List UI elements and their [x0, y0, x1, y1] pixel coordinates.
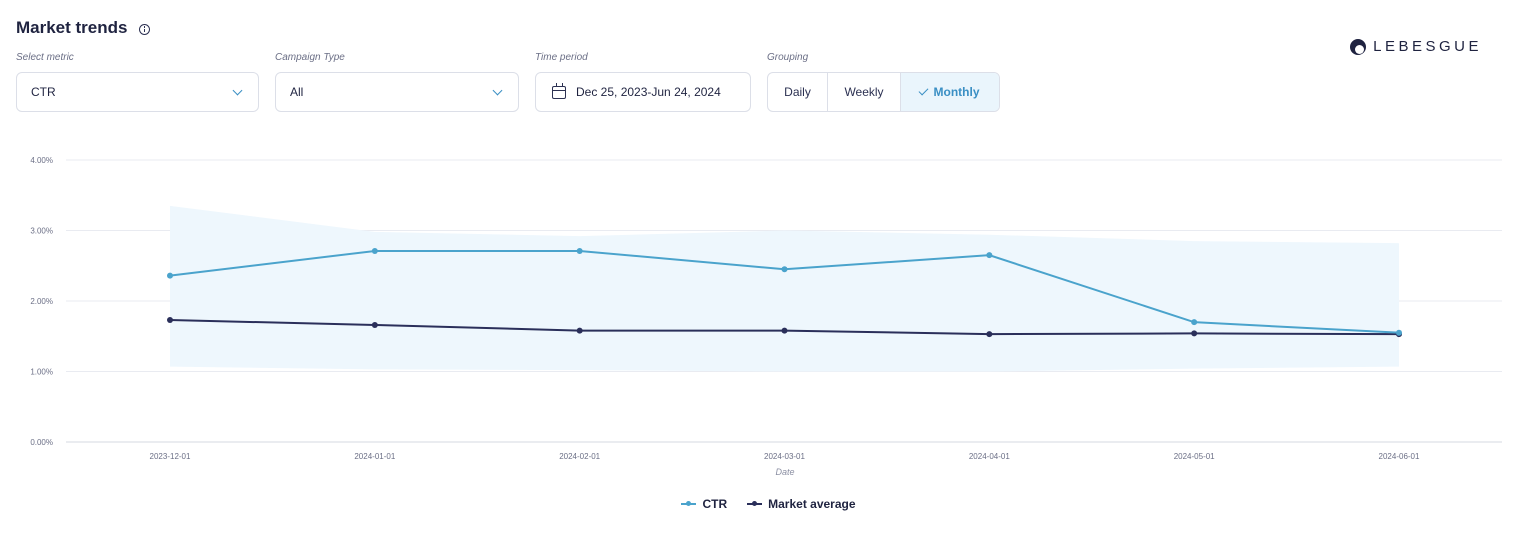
ctr-point[interactable]	[167, 272, 173, 279]
ctr-legend-marker	[681, 500, 697, 506]
y-tick-label: 1.00%	[30, 368, 53, 377]
campaign-value: All	[290, 85, 304, 99]
campaign-filter: Campaign Type All	[275, 52, 519, 112]
metric-select[interactable]: CTR	[16, 72, 259, 112]
x-axis-title: Date	[775, 467, 794, 477]
grouping-daily-button[interactable]: Daily	[768, 73, 828, 111]
ctr-point[interactable]	[576, 247, 583, 254]
ctr-point[interactable]	[781, 266, 788, 273]
page-title: Market trends	[16, 18, 128, 37]
metric-filter: Select metric CTR	[16, 52, 259, 112]
daily-label: Daily	[784, 85, 811, 99]
grouping-toggle: Daily Weekly Monthly	[767, 72, 1000, 112]
calendar-icon	[552, 82, 566, 99]
period-label: Time period	[535, 52, 588, 63]
grouping-label: Grouping	[767, 52, 809, 63]
grouping-monthly-button[interactable]: Monthly	[901, 73, 999, 111]
ctr-point[interactable]	[986, 252, 993, 259]
market-average-point[interactable]	[576, 327, 583, 334]
campaign-select[interactable]: All	[275, 72, 519, 112]
metric-label: Select metric	[16, 52, 74, 63]
grouping-weekly-button[interactable]: Weekly	[828, 73, 901, 111]
date-range-picker[interactable]: Dec 25, 2023-Jun 24, 2024	[535, 72, 751, 112]
y-tick-label: 2.00%	[30, 297, 53, 306]
campaign-label: Campaign Type	[275, 52, 345, 63]
monthly-label: Monthly	[933, 85, 980, 99]
y-tick-label: 4.00%	[30, 156, 53, 165]
logo-text: LEBESGUE	[1373, 38, 1482, 55]
legend-item-ctr[interactable]: CTR	[681, 497, 727, 511]
lebesgue-logo-icon	[1350, 38, 1367, 55]
info-icon[interactable]	[139, 23, 151, 35]
brand-logo: LEBESGUE	[1350, 38, 1482, 55]
x-tick-label: 2024-04-01	[969, 452, 1010, 461]
market-average-point[interactable]	[1191, 330, 1198, 337]
ctr-point[interactable]	[1396, 329, 1402, 336]
x-tick-label: 2024-01-01	[354, 452, 395, 461]
ctr-point[interactable]	[371, 247, 378, 254]
market-average-point[interactable]	[986, 331, 993, 338]
legend-label-ctr: CTR	[702, 497, 728, 511]
grouping-filter: Grouping Daily Weekly Monthly	[767, 52, 1000, 112]
ctr-point[interactable]	[1191, 319, 1198, 326]
y-tick-label: 0.00%	[30, 438, 53, 447]
x-axis-ticks: 2023-12-01 2024-01-01 2024-02-01 2024-03-01…	[150, 452, 1420, 461]
x-tick-label: 2023-12-01	[150, 452, 191, 461]
x-tick-label: 2024-06-01	[1379, 452, 1420, 461]
market-legend-marker	[747, 500, 763, 506]
title-row: Market trends	[16, 18, 151, 38]
market-range-band	[170, 205, 1399, 372]
metric-value: CTR	[31, 85, 56, 99]
legend-label-market: Market average	[768, 497, 856, 511]
chart-series	[167, 247, 1402, 338]
x-tick-label: 2024-02-01	[559, 452, 600, 461]
trend-chart: 0.00% 1.00% 2.00% 3.00% 4.00% 2023-12-01 2024…	[30, 156, 1502, 477]
market-average-point[interactable]	[167, 317, 173, 324]
weekly-label: Weekly	[844, 85, 884, 99]
market-average-point[interactable]	[781, 327, 788, 334]
chart-legend: CTR Market average	[0, 497, 1537, 511]
y-axis-ticks: 0.00% 1.00% 2.00% 3.00% 4.00%	[30, 156, 53, 447]
legend-item-market-average[interactable]: Market average	[747, 497, 856, 511]
date-range-value: Dec 25, 2023-Jun 24, 2024	[576, 85, 721, 99]
period-filter: Time period Dec 25, 2023-Jun 24, 2024	[535, 52, 751, 112]
y-tick-label: 3.00%	[30, 227, 53, 236]
x-tick-label: 2024-03-01	[764, 452, 805, 461]
market-average-point[interactable]	[371, 321, 378, 328]
x-tick-label: 2024-05-01	[1174, 452, 1215, 461]
